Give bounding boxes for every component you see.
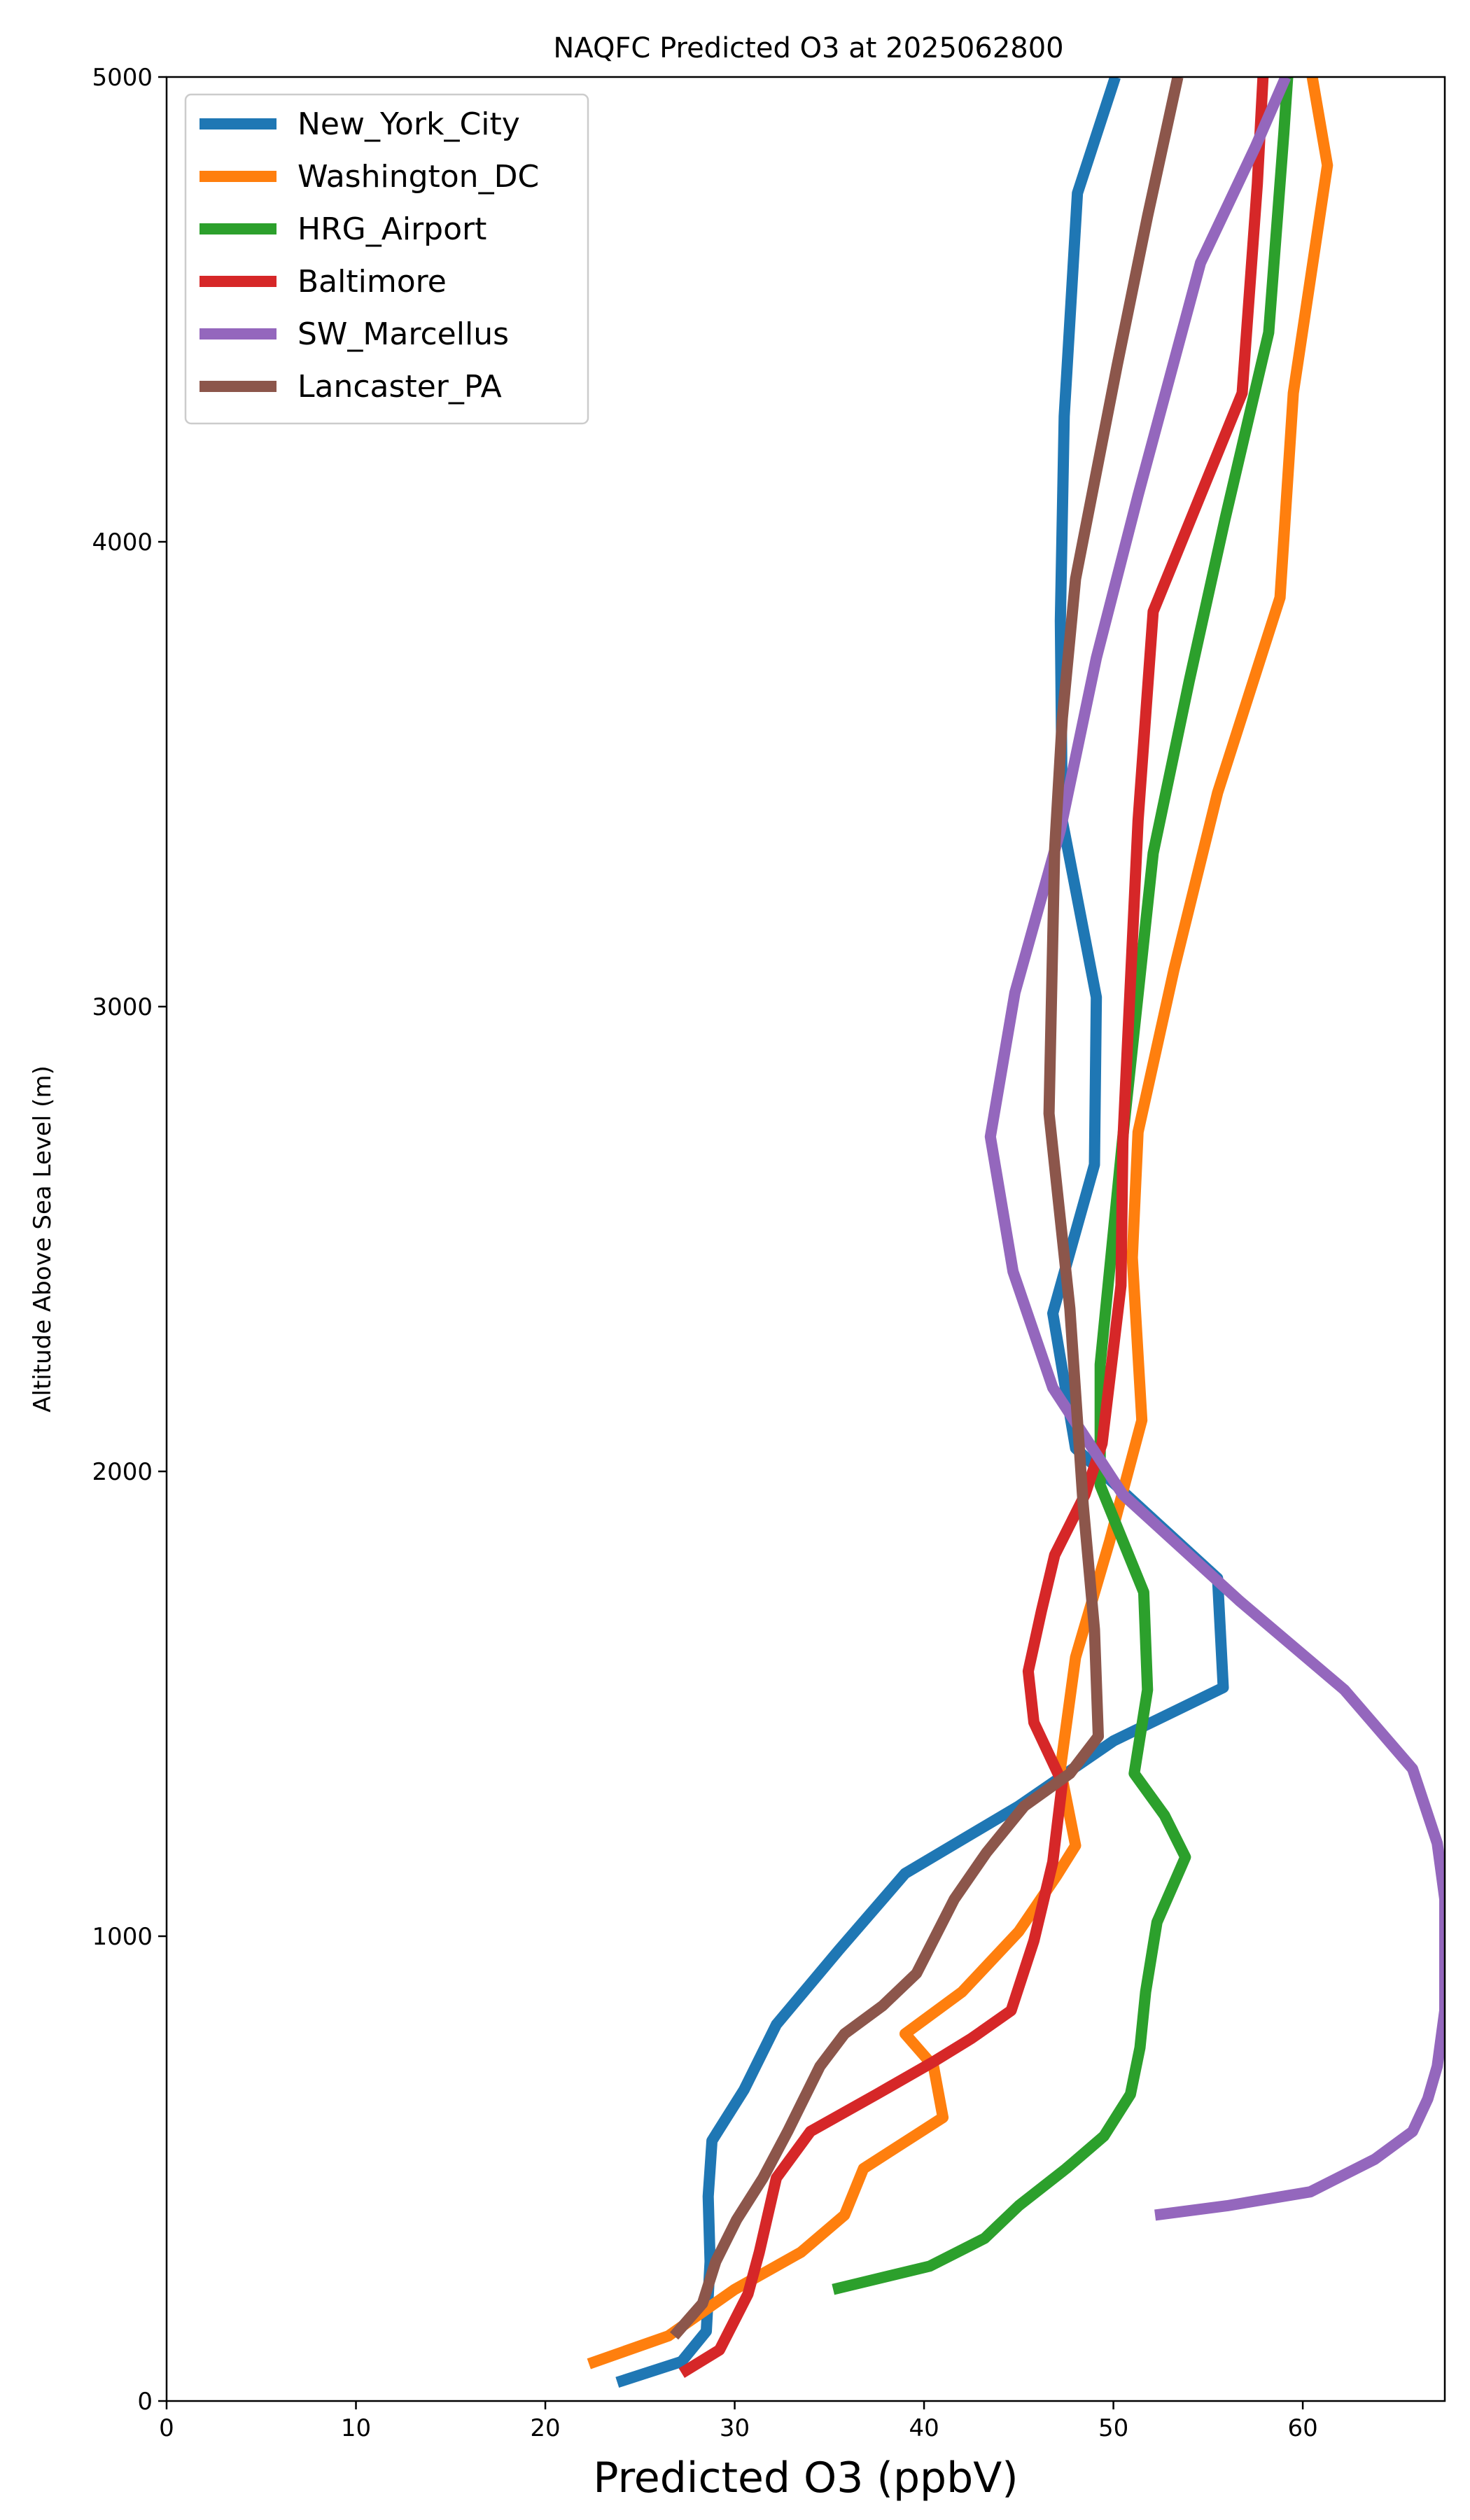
plot-frame: [165, 76, 1446, 2402]
x-tick-label: 0: [159, 2414, 174, 2442]
series-line-Washington_DC: [587, 77, 1334, 2370]
x-tick-label: 60: [1287, 2414, 1317, 2442]
legend: New_York_City Washington_DC HRG_Airport Bal…: [184, 93, 589, 425]
x-tick-label: 50: [1098, 2414, 1128, 2442]
legend-label: SW_Marcellus: [298, 316, 509, 352]
legend-box: [184, 93, 589, 425]
chart-title: NAQFC Predicted O3 at 2025062800: [553, 32, 1063, 64]
y-tick-label: 3000: [92, 993, 153, 1021]
x-axis-label: Predicted O3 (ppbV): [593, 2454, 1018, 2502]
legend-label: New_York_City: [298, 106, 520, 142]
y-axis-label: Altitude Above Sea Level (m): [29, 1065, 57, 1413]
series-line-Lancaster_PA: [669, 77, 1184, 2340]
y-tick-label: 0: [137, 2388, 153, 2416]
x-tick-label: 20: [530, 2414, 560, 2442]
y-tick-label: 1000: [92, 1923, 153, 1951]
x-tick-label: 10: [341, 2414, 371, 2442]
legend-label: HRG_Airport: [298, 211, 486, 247]
series-line-SW_Marcellus: [984, 77, 1445, 2221]
series-layer: [587, 77, 1445, 2388]
series-line-Baltimore: [678, 77, 1269, 2379]
y-axis: 0 1000 2000 3000 4000 5000: [92, 64, 167, 2416]
legend-label: Washington_DC: [298, 159, 539, 195]
x-tick-label: 30: [720, 2414, 750, 2442]
y-tick-label: 4000: [92, 528, 153, 556]
x-axis: 0 10 20 30 40 50 60: [159, 2401, 1318, 2442]
legend-label: Lancaster_PA: [298, 369, 502, 405]
y-tick-label: 2000: [92, 1458, 153, 1486]
y-tick-label: 5000: [92, 64, 153, 92]
x-tick-label: 40: [909, 2414, 939, 2442]
legend-label: Baltimore: [298, 264, 447, 300]
series-line-HRG_Airport: [832, 77, 1294, 2295]
